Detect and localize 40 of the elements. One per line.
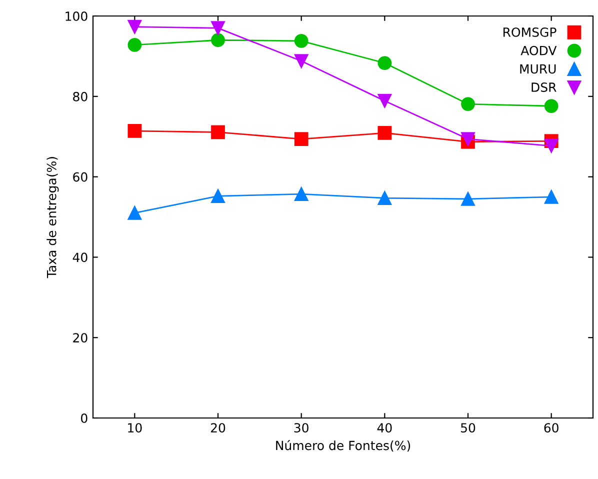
point: [378, 191, 392, 206]
point: [461, 192, 475, 206]
point: [544, 99, 558, 113]
legend-label: MURU: [520, 64, 556, 74]
point: [294, 187, 308, 202]
x-axis-title: Número de Fontes(%): [276, 440, 410, 452]
x-tick-label: 40: [377, 423, 392, 433]
legend-label: ROMSGP: [504, 27, 556, 37]
point: [211, 189, 225, 204]
y-tick-label: 80: [73, 92, 88, 102]
point: [378, 56, 392, 70]
y-tick-label: 0: [81, 413, 88, 423]
y-tick-label: 40: [72, 252, 88, 262]
point: [378, 126, 392, 140]
point: [294, 132, 308, 146]
legend-label: DSR: [532, 82, 556, 92]
point: [461, 97, 475, 111]
x-tick-label: 60: [544, 423, 558, 433]
x-tick-label: 30: [294, 423, 308, 433]
point: [128, 20, 142, 34]
point: [211, 21, 225, 36]
y-tick-label: 100: [66, 11, 88, 21]
point: [294, 54, 308, 68]
point: [211, 125, 225, 140]
point: [544, 190, 558, 204]
point: [378, 94, 392, 108]
y-tick-label: 60: [73, 172, 88, 182]
y-tick-label: 20: [73, 333, 88, 343]
y-axis-title: Taxa de entrega(%): [46, 157, 59, 278]
legend-label: AODV: [520, 46, 557, 56]
x-tick-label: 10: [128, 423, 142, 433]
point: [128, 124, 142, 138]
point: [294, 34, 308, 48]
point: [128, 206, 142, 220]
x-tick-label: 20: [210, 423, 226, 433]
point: [544, 138, 558, 153]
point: [211, 33, 225, 48]
point: [128, 38, 142, 52]
x-tick-label: 50: [461, 423, 476, 433]
point: [461, 132, 475, 146]
